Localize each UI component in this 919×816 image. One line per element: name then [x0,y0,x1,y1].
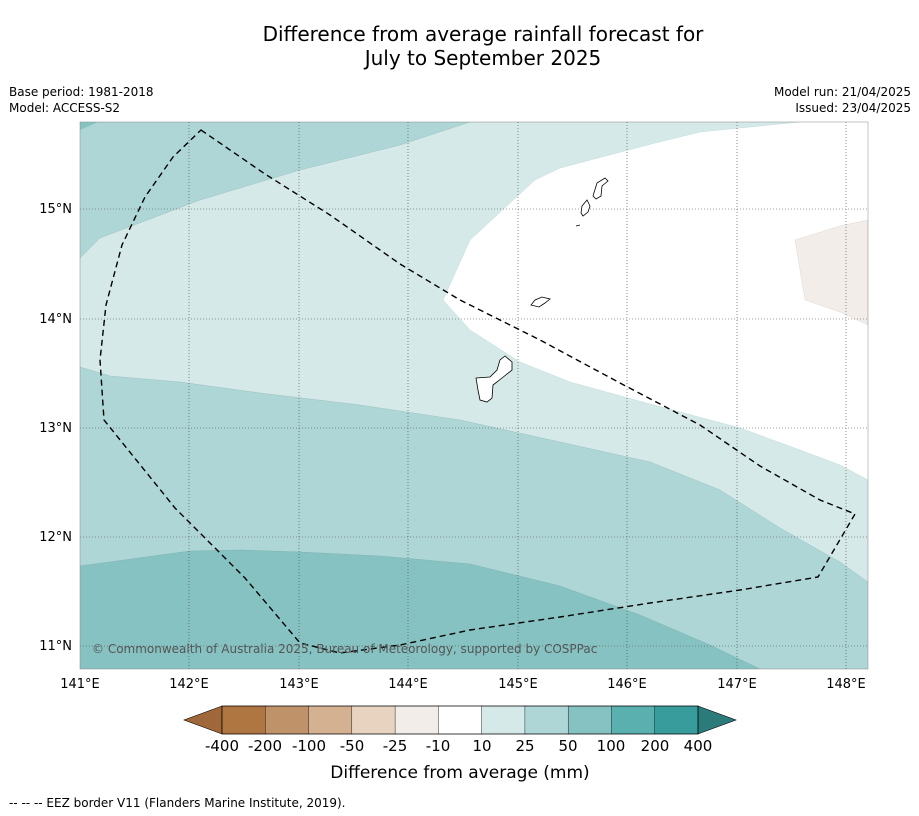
lon-label: 148°E [826,677,866,692]
saipan-island [592,177,609,200]
colorbar-swatch [308,705,353,735]
lon-labels: 141°E 142°E 143°E 144°E 145°E 146°E 147°… [60,677,866,692]
model-name: Model: ACCESS-S2 [9,101,121,115]
lat-label: 13°N [39,421,72,436]
lat-labels: 15°N 14°N 13°N 12°N 11°N [39,202,72,654]
colorbar-tick: -50 [340,737,365,755]
lon-label: 147°E [717,677,757,692]
lat-label: 12°N [39,530,72,545]
copyright-notice: © Commonwealth of Australia 2025, Bureau… [92,642,597,656]
colorbar-swatch [481,705,526,735]
lon-label: 143°E [279,677,319,692]
band-50-100-topleft [80,122,98,130]
rota-island [530,296,551,308]
lat-label: 15°N [39,202,72,217]
colorbar-swatch [221,705,266,735]
colorbar-swatch [351,705,396,735]
colorbar-tick: -10 [426,737,451,755]
model-run: Model run: 21/04/2025 [773,85,911,99]
colorbar-swatch [265,705,310,735]
meta-right: Model run: 21/04/2025 Issued: 23/04/2025 [774,84,911,116]
colorbar-outline [221,705,699,735]
colorbar-tick: -200 [248,737,282,755]
title-line-2: July to September 2025 [364,46,602,70]
eez-border [99,129,857,654]
colorbar-swatch [438,705,483,735]
colorbar-tick: 25 [515,737,534,755]
colorbar-swatches [183,705,737,735]
lon-label: 144°E [388,677,428,692]
islands [475,177,609,403]
lon-label: 142°E [169,677,209,692]
map-title: Difference from average rainfall forecas… [0,22,919,70]
colorbar-extend-high [697,705,737,735]
lon-label: 145°E [498,677,538,692]
colorbar-swatch [524,705,569,735]
band-50-100 [80,550,760,669]
issued-date: Issued: 23/04/2025 [795,101,911,115]
lon-label: 146°E [607,677,647,692]
colorbar-tick: 10 [472,737,491,755]
colorbar-tick: 50 [558,737,577,755]
colorbar-tick: 200 [641,737,670,755]
eez-legend-note: -- -- -- EEZ border V11 (Flanders Marine… [9,796,346,810]
lon-label: 141°E [60,677,100,692]
lat-label: 11°N [39,639,72,654]
meta-left: Base period: 1981-2018 Model: ACCESS-S2 [9,84,154,116]
colorbar-extend-low [183,705,223,735]
base-period: Base period: 1981-2018 [9,85,154,99]
colorbar-tick: -100 [292,737,326,755]
title-line-1: Difference from average rainfall forecas… [262,22,704,46]
colorbar-tick: 400 [684,737,713,755]
band-minus25-minus10 [794,219,868,326]
colorbar-swatch [654,705,699,735]
tinian-island [580,199,591,217]
colorbar-title: Difference from average (mm) [330,763,589,783]
colorbar: -400 -200 -100 -50 -25 -10 10 25 50 100 … [183,705,737,783]
colorbar-swatch [394,705,439,735]
lat-label: 14°N [39,312,72,327]
map-plot-area: © Commonwealth of Australia 2025, Bureau… [80,122,868,669]
colorbar-swatch [567,705,612,735]
colorbar-tick: -25 [383,737,408,755]
map-frame [79,121,869,670]
gridlines [80,122,868,669]
colorbar-tick: -400 [205,737,239,755]
colorbar-tick-labels: -400 -200 -100 -50 -25 -10 10 25 50 100 … [205,737,712,755]
band-neutral [443,122,868,480]
colorbar-tick: 100 [597,737,626,755]
aguijan-islet [575,224,581,227]
guam-island [475,355,513,403]
colorbar-swatch [611,705,656,735]
